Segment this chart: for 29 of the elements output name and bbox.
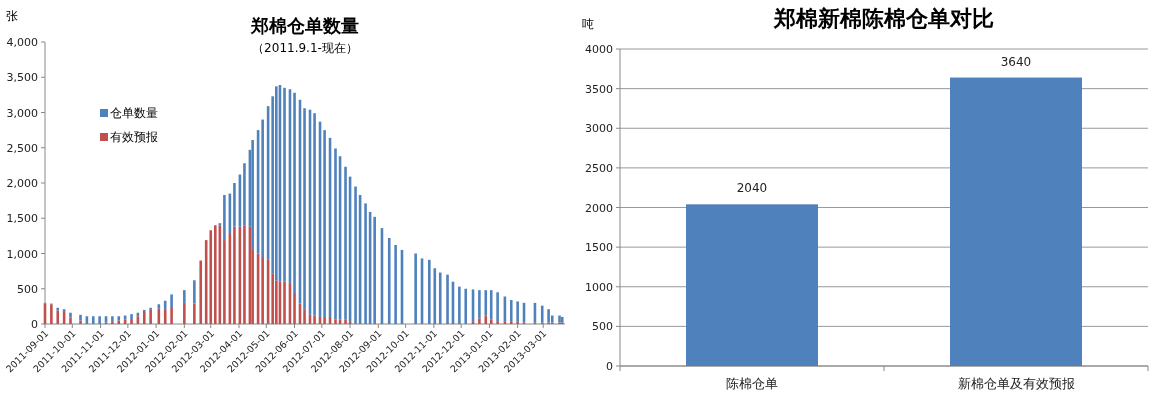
data-label: 2040 [736,181,768,196]
y-tick-label: 3,500 [6,71,38,85]
chart-title: 郑棉新棉陈棉仓单对比 [773,6,994,31]
y-tick-label: 3000 [585,122,613,136]
y-tick-label: 2500 [585,161,613,175]
data-label: 3640 [1000,54,1032,69]
legend-label: 有效预报 [110,130,158,144]
y-tick-label: 500 [592,320,613,334]
y-tick-label: 0 [606,360,613,373]
x-tick-label: 陈棉仓单 [726,376,778,391]
y-tick-label: 4000 [585,43,613,56]
y-tick-label: 3,000 [6,106,38,120]
chart-subtitle: （2011.9.1-现在） [252,41,358,55]
y-tick-label: 1,000 [6,247,38,261]
y-axis-title: 吨 [582,17,594,31]
y-tick-label: 4,000 [6,36,38,49]
y-tick-label: 2,000 [6,177,38,190]
y-tick-label: 1,500 [6,212,38,226]
chart-title: 郑棉仓单数量 [250,15,359,36]
y-tick-label: 2000 [585,201,613,215]
y-tick-label: 2,500 [6,141,38,155]
y-axis-title: 张 [6,9,18,23]
y-tick-label: 500 [17,282,38,296]
y-tick-label: 0 [31,318,38,331]
legend-label: 仓单数量 [110,106,158,120]
y-tick-label: 1500 [585,241,613,255]
y-tick-label: 1000 [585,280,613,294]
x-tick-label: 新棉仓单及有效预报 [957,376,1075,391]
y-tick-label: 3500 [585,82,613,96]
